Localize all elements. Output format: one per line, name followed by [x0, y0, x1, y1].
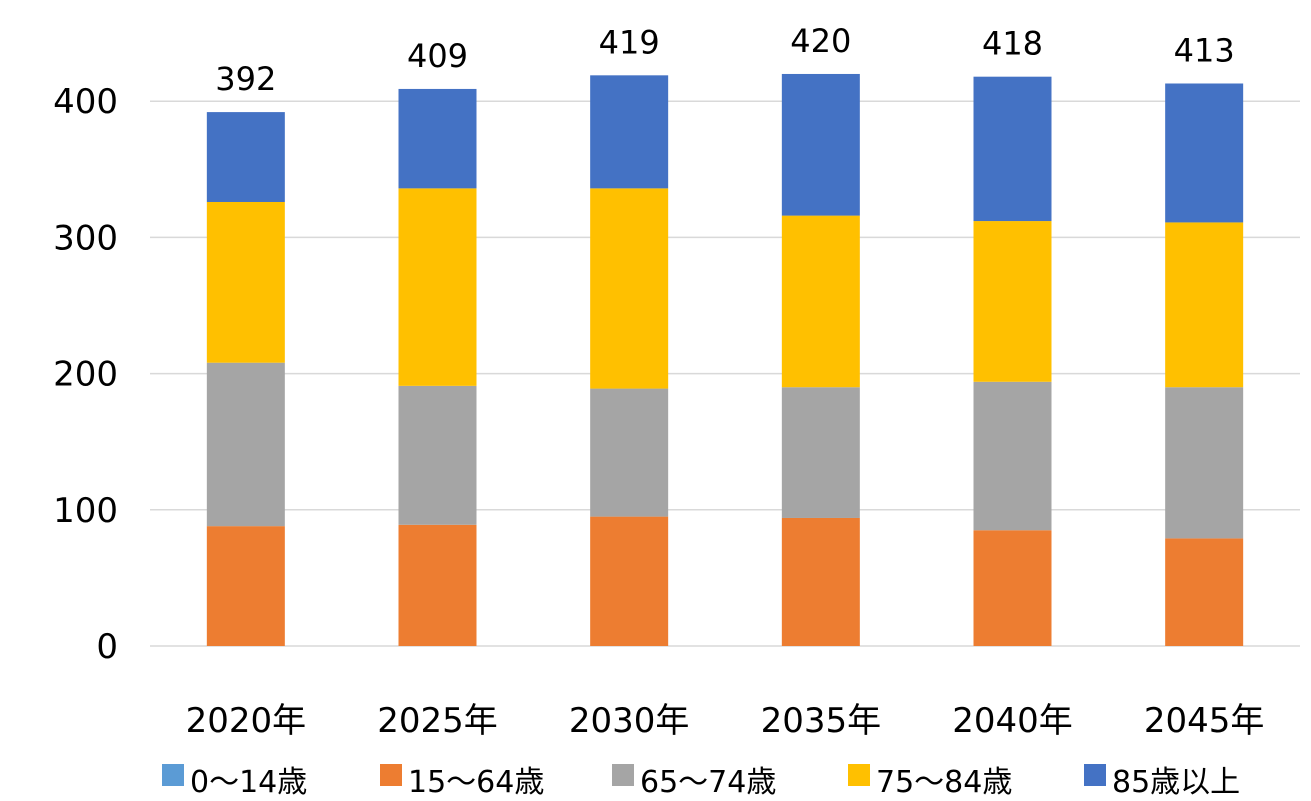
gridlines: [150, 100, 1300, 647]
x-tick-label: 2025年: [377, 701, 498, 741]
bar-segment: [206, 526, 285, 646]
legend-swatch: [1084, 764, 1106, 786]
bar-segment: [973, 221, 1052, 382]
bar-segment: [973, 76, 1052, 222]
bar-segment: [1165, 222, 1244, 388]
y-tick-label: 0: [96, 627, 118, 667]
bar-segment: [781, 517, 860, 646]
bar-segment: [590, 75, 669, 189]
total-label: 392: [215, 60, 276, 98]
bar-segment: [590, 388, 669, 517]
bar-segment: [1165, 387, 1244, 539]
x-tick-label: 2045年: [1144, 701, 1265, 741]
total-labels: 392 409 419 420 418 413: [215, 22, 1234, 98]
y-tick-label: 400: [53, 82, 118, 122]
bar-segment: [398, 188, 477, 386]
bar-segment: [781, 215, 860, 388]
bar-segment: [206, 112, 285, 202]
total-label: 413: [1174, 31, 1235, 69]
x-tick-label: 2030年: [569, 701, 690, 741]
bars: [206, 73, 1244, 646]
y-tick-label: 300: [53, 218, 118, 258]
y-tick-label: 100: [53, 491, 118, 531]
legend-swatch: [612, 764, 634, 786]
bar-segment: [1165, 538, 1244, 646]
bar-segment: [206, 201, 285, 363]
legend-label: 65～74歳: [640, 765, 776, 800]
total-label: 418: [982, 25, 1043, 63]
bar-segment: [206, 362, 285, 527]
total-label: 419: [599, 23, 660, 61]
bar-segment: [1165, 83, 1244, 223]
x-tick-label: 2035年: [761, 701, 882, 741]
x-axis: 2020年 2025年 2030年 2035年 2040年 2045年: [186, 701, 1265, 741]
y-axis: 0 100 200 300 400: [53, 82, 118, 667]
total-label: 420: [790, 22, 851, 60]
x-tick-label: 2040年: [952, 701, 1073, 741]
legend-swatch: [380, 764, 402, 786]
bar-segment: [781, 387, 860, 518]
legend-label: 75～84歳: [876, 765, 1012, 800]
bar-segment: [973, 381, 1052, 531]
bar-segment: [590, 188, 669, 389]
bar-segment: [781, 73, 860, 216]
legend: 0～14歳 15～64歳 65～74歳 75～84歳 85歳以上: [162, 764, 1240, 800]
bar-segment: [398, 88, 477, 189]
bar-segment: [398, 385, 477, 525]
bar-segment: [398, 524, 477, 646]
bar-segment: [973, 530, 1052, 646]
bar-segment: [590, 516, 669, 646]
legend-label: 15～64歳: [408, 765, 544, 800]
legend-label: 0～14歳: [190, 765, 307, 800]
legend-swatch: [162, 764, 184, 786]
y-tick-label: 200: [53, 355, 118, 395]
x-tick-label: 2020年: [186, 701, 307, 741]
legend-label: 85歳以上: [1112, 765, 1240, 800]
total-label: 409: [407, 37, 468, 75]
legend-swatch: [848, 764, 870, 786]
